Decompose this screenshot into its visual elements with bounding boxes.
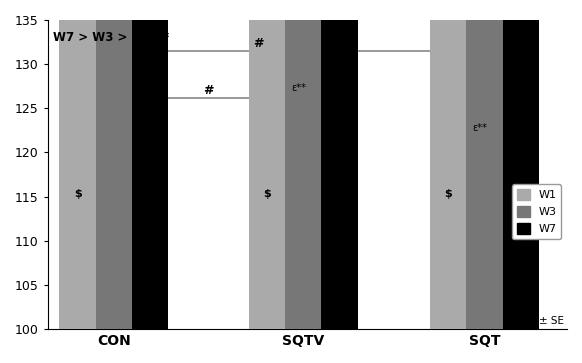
Bar [285,0,321,329]
Text: #: # [203,84,214,97]
Bar [321,0,358,329]
Text: $: $ [263,189,271,199]
Bar [430,0,467,329]
Bar [467,0,503,329]
Text: ‡**: ‡** [512,57,530,67]
Bar [95,0,132,329]
Bar [249,0,285,329]
Legend: W1, W3, W7: W1, W3, W7 [512,184,562,239]
Text: ‡**: ‡** [331,35,348,45]
Bar [503,0,539,329]
Bar [132,0,168,329]
Text: W7 > W3 > W1 **: W7 > W3 > W1 ** [53,30,169,44]
Text: ε**: ε** [291,83,306,93]
Text: ε**: ε** [472,123,487,133]
Text: #: # [254,37,264,50]
Text: $: $ [445,189,452,199]
Text: ± SE: ± SE [539,317,564,326]
Text: $: $ [74,189,81,199]
Bar [59,0,95,329]
